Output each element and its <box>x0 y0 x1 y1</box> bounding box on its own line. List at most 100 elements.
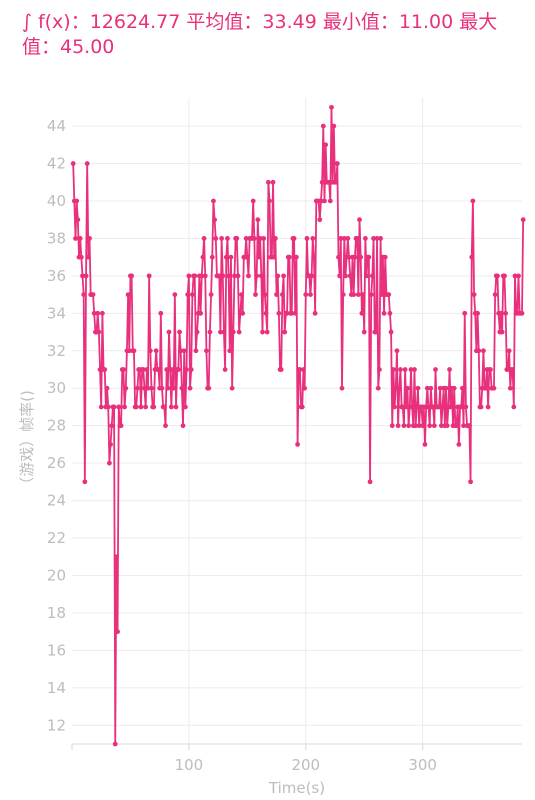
data-point <box>333 179 339 185</box>
data-point <box>341 236 347 241</box>
series-points <box>70 104 526 747</box>
data-point <box>320 123 326 129</box>
data-point <box>198 310 203 316</box>
data-point <box>145 385 151 391</box>
stats-header: ∫ f(x)：12624.77 平均值：33.49 最小值：11.00 最大值：… <box>22 11 498 58</box>
data-point <box>481 348 486 354</box>
data-point <box>207 329 213 335</box>
data-point <box>408 367 414 372</box>
data-point <box>232 273 237 279</box>
data-point <box>102 367 108 372</box>
data-point <box>82 479 88 485</box>
y-tick-label: 44 <box>47 117 66 135</box>
data-point <box>223 254 229 260</box>
y-tick-label: 40 <box>47 192 66 210</box>
data-point <box>81 292 87 298</box>
data-point <box>378 236 383 241</box>
data-point <box>236 329 242 335</box>
data-point <box>262 292 268 298</box>
data-point <box>459 385 465 391</box>
data-point <box>358 254 364 260</box>
data-point <box>294 254 299 260</box>
data-point <box>118 423 124 429</box>
data-point <box>275 273 281 279</box>
data-point <box>109 423 115 429</box>
data-point <box>361 329 367 335</box>
x-tick-label: 100 <box>175 756 204 774</box>
data-point <box>235 273 241 279</box>
data-point <box>319 179 325 185</box>
axes <box>71 743 522 750</box>
y-tick-label: 12 <box>47 716 66 734</box>
data-point <box>381 310 387 316</box>
data-point <box>168 404 174 410</box>
data-point <box>354 236 360 241</box>
data-point <box>225 236 230 241</box>
data-point <box>483 385 489 391</box>
data-point <box>331 123 337 129</box>
data-point <box>424 385 430 391</box>
data-point <box>357 217 362 223</box>
data-point <box>163 423 168 429</box>
data-point <box>85 254 91 260</box>
data-point <box>254 273 260 279</box>
data-point <box>389 423 395 429</box>
data-point <box>146 273 152 279</box>
data-point <box>440 404 445 410</box>
y-tick-label: 14 <box>47 679 66 697</box>
data-point <box>84 161 90 166</box>
data-point <box>107 460 112 466</box>
data-point <box>143 404 149 410</box>
data-point <box>299 404 305 410</box>
data-point <box>428 385 434 391</box>
data-point <box>289 310 295 316</box>
data-point <box>431 423 437 429</box>
data-point <box>240 310 246 316</box>
data-point <box>396 385 402 391</box>
data-point <box>375 385 381 391</box>
data-point <box>436 404 442 410</box>
data-point <box>114 554 119 560</box>
data-point <box>426 404 431 410</box>
data-point <box>250 198 256 204</box>
data-point <box>260 329 265 335</box>
data-point <box>368 292 374 298</box>
data-point <box>301 367 306 372</box>
data-point <box>156 367 161 372</box>
data-point <box>135 385 140 391</box>
data-point <box>182 404 188 410</box>
data-point <box>369 273 375 279</box>
data-point <box>485 404 491 410</box>
y-tick-label: 24 <box>47 492 66 510</box>
data-point <box>186 273 192 279</box>
data-point <box>278 367 284 372</box>
x-tick-label: 200 <box>291 756 320 774</box>
data-point <box>164 367 170 372</box>
data-point <box>111 404 117 410</box>
data-point <box>194 329 200 335</box>
data-point <box>471 292 477 298</box>
data-point <box>463 404 469 410</box>
data-point <box>204 348 209 354</box>
data-point <box>468 479 473 485</box>
data-point <box>510 367 516 372</box>
data-point <box>409 404 415 410</box>
data-point <box>392 404 397 410</box>
y-tick-label: 42 <box>47 155 66 173</box>
data-point <box>437 385 443 391</box>
data-point <box>326 179 332 185</box>
data-point <box>400 404 406 410</box>
x-tick-label: 300 <box>408 756 437 774</box>
data-point <box>188 367 194 372</box>
data-point <box>180 423 186 429</box>
data-point <box>263 310 269 316</box>
data-point <box>362 236 368 241</box>
data-point <box>80 273 85 279</box>
data-point <box>506 348 512 354</box>
data-point <box>129 273 135 279</box>
data-point <box>221 329 227 335</box>
data-point <box>184 367 189 372</box>
data-point <box>495 273 500 279</box>
data-point <box>310 236 316 241</box>
